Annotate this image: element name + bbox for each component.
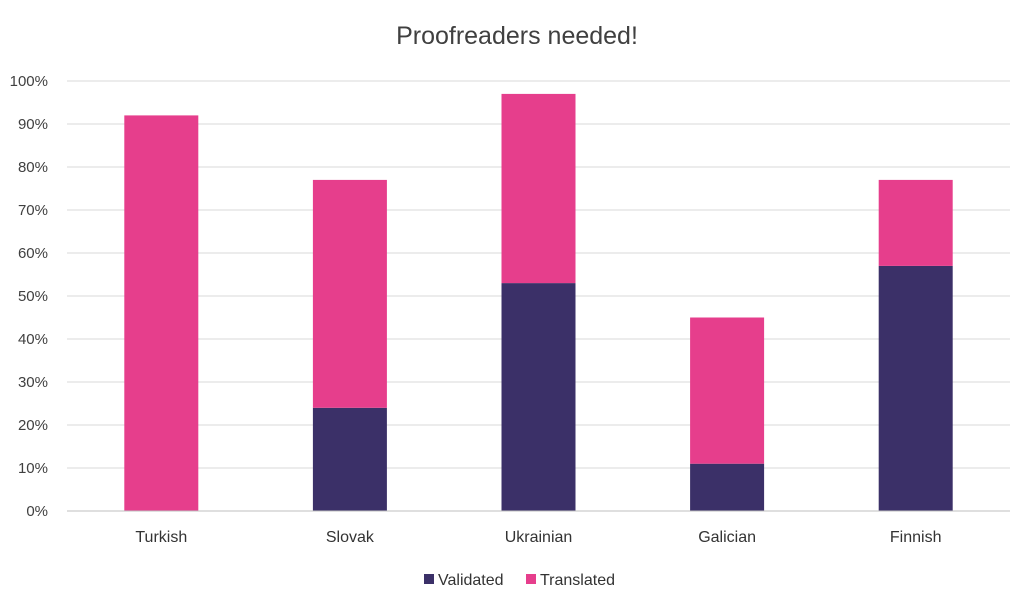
y-tick-label: 20%: [18, 417, 48, 434]
y-tick-label: 100%: [10, 73, 48, 90]
x-category-label: Slovak: [326, 529, 375, 546]
y-axis-tick-labels: 0% 10% 20% 30% 40% 50% 60% 70% 80% 90% 100%: [10, 73, 48, 520]
y-tick-label: 90%: [18, 116, 48, 133]
bar-validated-slovak: [312, 407, 387, 511]
y-tick-label: 80%: [18, 159, 48, 176]
bars: [124, 93, 953, 512]
legend-swatch-translated: [526, 574, 536, 584]
bar-translated-galician: [690, 317, 765, 464]
legend-swatch-validated: [424, 574, 434, 584]
x-axis-category-labels: Turkish Slovak Ukrainian Galician Finnish: [135, 529, 941, 546]
x-category-label: Turkish: [135, 529, 187, 546]
y-tick-label: 40%: [18, 331, 48, 348]
y-tick-label: 70%: [18, 202, 48, 219]
bar-translated-finnish: [878, 179, 953, 266]
bar-validated-finnish: [878, 265, 953, 511]
y-tick-label: 0%: [26, 503, 48, 520]
y-tick-label: 60%: [18, 245, 48, 262]
bar-translated-turkish: [124, 115, 199, 512]
bar-validated-galician: [690, 463, 765, 511]
legend: Validated Translated: [424, 572, 615, 589]
x-category-label: Galician: [698, 529, 756, 546]
x-category-label: Finnish: [890, 529, 942, 546]
legend-label-translated: Translated: [540, 572, 615, 589]
y-tick-label: 10%: [18, 460, 48, 477]
bar-translated-ukrainian: [501, 93, 576, 284]
y-tick-label: 30%: [18, 374, 48, 391]
chart-title: Proofreaders needed!: [396, 22, 638, 50]
legend-label-validated: Validated: [438, 572, 504, 589]
x-category-label: Ukrainian: [505, 529, 573, 546]
y-tick-label: 50%: [18, 288, 48, 305]
bar-translated-slovak: [312, 179, 387, 408]
bar-validated-ukrainian: [501, 283, 576, 511]
